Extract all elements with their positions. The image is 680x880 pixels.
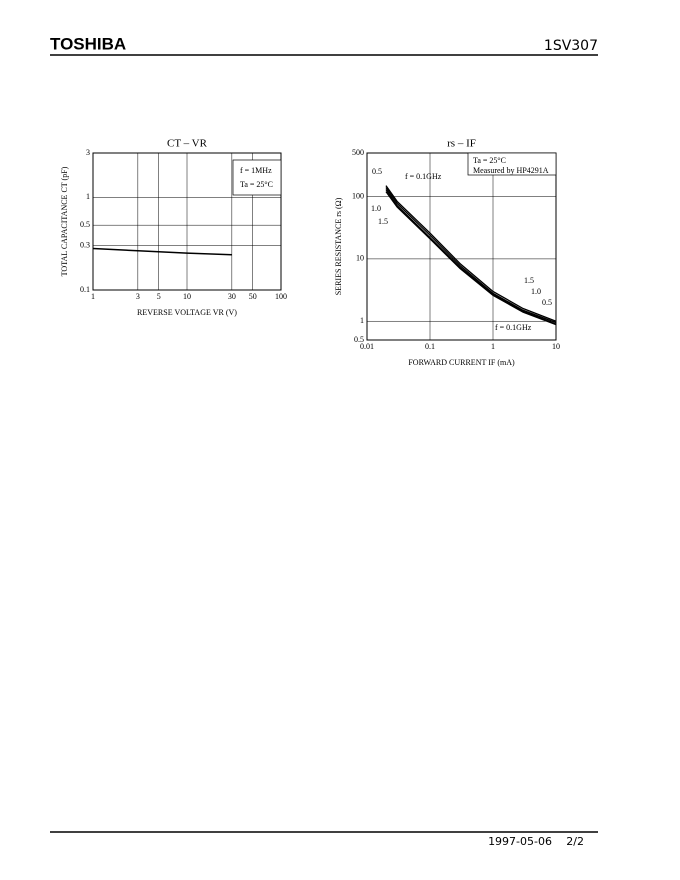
x-tick-label: 1 xyxy=(491,342,495,351)
chart-title: rs – IF xyxy=(447,138,476,150)
series-line xyxy=(385,187,557,324)
series-line xyxy=(385,185,557,322)
x-tick-label: 0.01 xyxy=(360,342,374,351)
series-label: 0.5 xyxy=(372,167,382,176)
y-tick-label: 500 xyxy=(352,148,364,157)
annotation: 0.5 xyxy=(542,298,552,307)
series-label: 1.0 xyxy=(371,204,381,213)
y-tick-label: 0.5 xyxy=(354,335,364,344)
series-label: f = 0.1GHz xyxy=(405,172,442,181)
y-tick-label: 10 xyxy=(356,254,364,263)
series-line xyxy=(92,247,232,256)
y-axis-label: TOTAL CAPACITANCE CT (pF) xyxy=(60,166,69,276)
y-tick-label: 1 xyxy=(360,316,364,325)
series-line xyxy=(385,189,557,325)
x-axis-label: REVERSE VOLTAGE VR (V) xyxy=(137,308,237,317)
y-tick-label: 100 xyxy=(352,191,364,200)
x-tick-label: 0.1 xyxy=(425,342,435,351)
annotation: Ta = 25°C xyxy=(473,156,506,165)
x-tick-label: 10 xyxy=(552,342,560,351)
y-tick-label: 0.1 xyxy=(80,285,90,294)
brand: TOSHIBA xyxy=(50,34,126,53)
x-tick-label: 1 xyxy=(91,292,95,301)
x-tick-label: 10 xyxy=(183,292,191,301)
y-tick-label: 0.3 xyxy=(80,241,90,250)
date: 1997-05-06 xyxy=(488,835,552,848)
annotation: Measured by HP4291A xyxy=(473,166,549,175)
annotation: Ta = 25°C xyxy=(240,180,273,189)
annotation-box xyxy=(467,152,557,176)
x-tick-label: 5 xyxy=(157,292,161,301)
page-number: 2/2 xyxy=(566,835,584,848)
x-tick-label: 100 xyxy=(275,292,287,301)
chart-title: CT – VR xyxy=(167,138,208,150)
x-tick-label: 3 xyxy=(136,292,140,301)
series-line xyxy=(385,191,557,326)
series-label: 1.5 xyxy=(378,217,388,226)
y-tick-label: 1 xyxy=(86,192,90,201)
x-tick-label: 30 xyxy=(228,292,236,301)
annotation: 1.0 xyxy=(531,287,541,296)
part-number: 1SV307 xyxy=(544,38,598,54)
annotation: 1.5 xyxy=(524,276,534,285)
y-axis-label: SERIES RESISTANCE rs (Ω) xyxy=(334,197,343,295)
y-tick-label: 3 xyxy=(86,148,90,157)
x-tick-label: 50 xyxy=(249,292,257,301)
annotation: f = 0.1GHz xyxy=(495,323,532,332)
x-axis-label: FORWARD CURRENT IF (mA) xyxy=(408,358,515,367)
annotation-box xyxy=(232,159,282,196)
annotation: f = 1MHz xyxy=(240,166,272,175)
y-tick-label: 0.5 xyxy=(80,220,90,229)
